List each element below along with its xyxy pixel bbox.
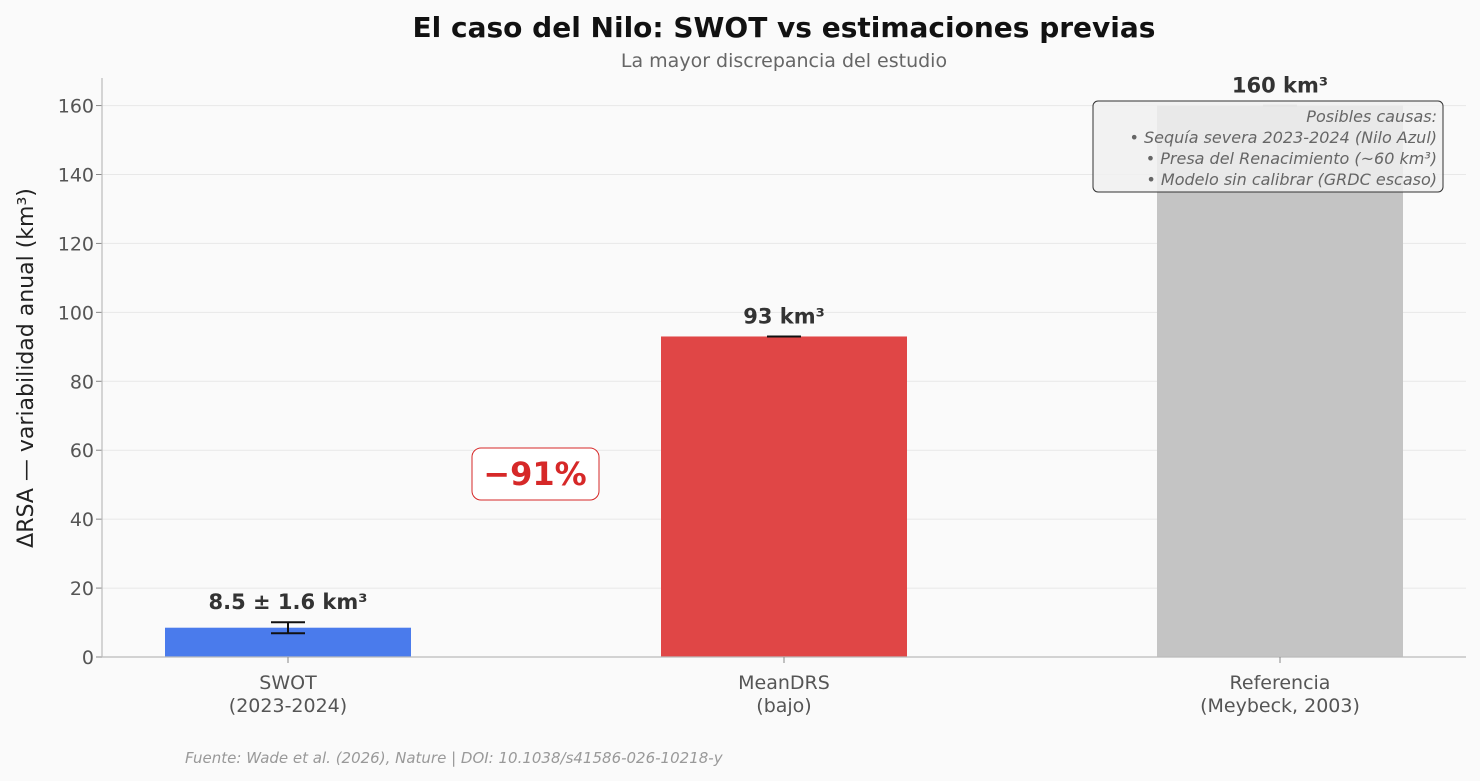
delta-annotation: −91% [471,447,600,501]
x-tick-label: MeanDRS [738,672,830,694]
y-tick-label: 40 [70,509,94,531]
y-tick-label: 20 [70,578,94,600]
x-tick-label: (Meybeck, 2003) [1200,695,1360,717]
y-tick-label: 160 [58,96,94,118]
y-tick-label: 80 [70,371,94,393]
source-note: Fuente: Wade et al. (2026), Nature | DOI… [185,749,724,767]
y-tick-label: 0 [82,647,94,669]
y-tick-label: 60 [70,440,94,462]
bar-value-label: 8.5 ± 1.6 km³ [209,590,368,614]
delta-label: −91% [483,455,586,493]
chart-title: El caso del Nilo: SWOT vs estimaciones p… [413,11,1156,44]
bars: 8.5 ± 1.6 km³ 93 km³ 160 km³ [165,74,1403,658]
y-tick-label: 100 [58,302,94,324]
bar-value-label: 160 km³ [1232,74,1328,98]
y-axis-label: ΔRSA — variabilidad anual (km³) [14,188,39,548]
notes-box: Posibles causas: • Sequía severa 2023-202… [1092,100,1444,193]
x-tick-label: (2023-2024) [229,695,347,717]
axes: 0 20 40 60 80 100 120 140 160 SWOT(2023-2024) Mean… [58,78,1466,717]
x-tick-label: SWOT [259,672,317,694]
note-line: Posibles causas: [1306,107,1437,126]
chart-subtitle: La mayor discrepancia del estudio [621,50,947,72]
y-tick-label: 140 [58,165,94,187]
y-tick-label: 120 [58,233,94,255]
note-line: • Presa del Renacimiento (~60 km³) [1146,149,1437,168]
note-line: • Modelo sin calibrar (GRDC escaso) [1146,170,1437,189]
x-tick-label: Referencia [1230,672,1331,694]
bar-value-label: 93 km³ [743,304,825,328]
bar [661,336,907,657]
notes-box-frame [1092,100,1444,193]
delta-box [471,447,600,501]
x-tick-label: (bajo) [756,695,811,717]
bar [1157,105,1403,658]
note-line: • Sequía severa 2023-2024 (Nilo Azul) [1129,128,1437,147]
